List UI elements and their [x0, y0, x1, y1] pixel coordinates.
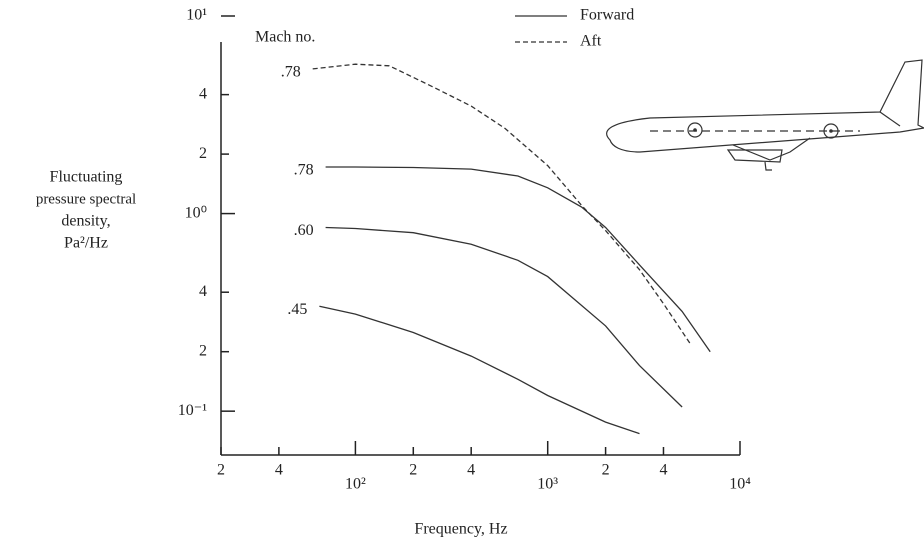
- y-tick-label: 2: [199, 145, 207, 162]
- x-tick-label: 10³: [537, 476, 558, 493]
- y-tick-label: 10⁻¹: [178, 402, 207, 419]
- series-label: .78: [294, 162, 314, 179]
- series-line: [312, 63, 691, 344]
- series-line: [325, 166, 711, 353]
- airplane: [606, 59, 924, 171]
- x-tick-label: 2: [217, 462, 225, 479]
- y-tick-label: 2: [199, 342, 207, 359]
- x-tick-label: 2: [602, 462, 610, 479]
- x-tick-label: 4: [467, 462, 475, 479]
- x-tick-label: 10²: [345, 476, 366, 493]
- x-tick-label: 10⁴: [729, 476, 751, 493]
- y-tick-label: 10¹: [186, 7, 207, 24]
- series-line: [325, 226, 683, 408]
- annotation: Mach no.: [255, 29, 315, 46]
- series-line: [319, 305, 640, 435]
- x-tick-label: 2: [409, 462, 417, 479]
- series-label: .45: [287, 301, 307, 318]
- y-axis-label: Pa²/Hz: [64, 235, 108, 252]
- series-label: .78: [281, 64, 301, 81]
- series-label: .60: [294, 222, 314, 239]
- y-axis-label: pressure spectral: [36, 191, 136, 207]
- legend-label: Aft: [580, 33, 602, 50]
- y-tick-label: 10⁰: [185, 204, 207, 221]
- y-axis-label: Fluctuating: [50, 169, 123, 186]
- x-tick-label: 4: [659, 462, 667, 479]
- x-tick-label: 4: [275, 462, 283, 479]
- legend-label: Forward: [580, 7, 634, 24]
- y-tick-label: 4: [199, 85, 207, 102]
- x-axis-label: Frequency, Hz: [414, 521, 507, 538]
- y-tick-label: 4: [199, 283, 207, 300]
- y-axis-label: density,: [61, 213, 110, 230]
